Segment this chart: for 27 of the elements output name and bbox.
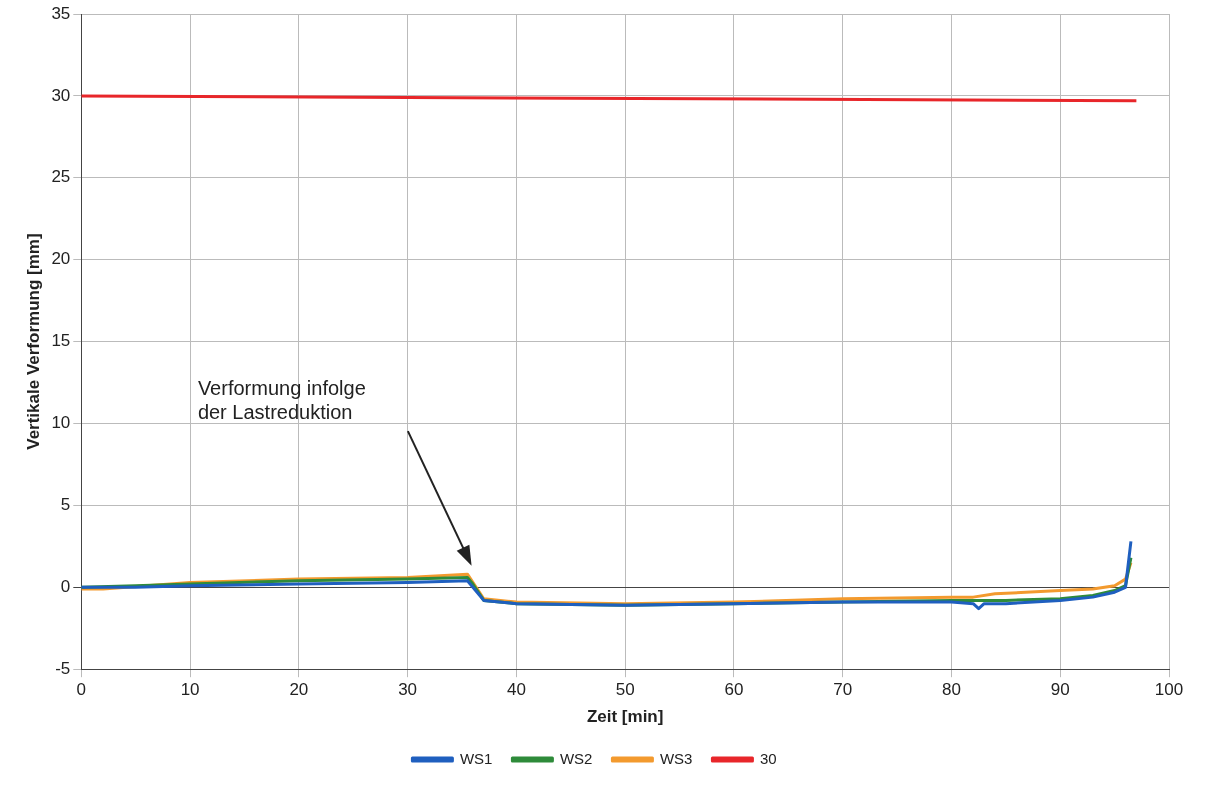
x-tick-label: 50 <box>615 680 635 700</box>
x-axis-title: Zeit [min] <box>586 707 664 727</box>
y-tick-label: 30 <box>51 85 71 105</box>
x-tick-label: 10 <box>180 680 200 700</box>
y-tick-label: -5 <box>55 658 71 678</box>
y-axis-title: Vertikale Verformung [mm] <box>23 233 43 450</box>
y-tick-label: 0 <box>60 576 71 596</box>
x-tick-label: 0 <box>76 680 87 700</box>
legend-label: WS1 <box>459 749 493 767</box>
legend-label: WS2 <box>559 749 593 767</box>
x-tick-label: 20 <box>289 680 309 700</box>
y-tick-label: 25 <box>51 167 71 187</box>
x-tick-label: 80 <box>942 680 961 700</box>
x-tick-label: 100 <box>1154 680 1184 700</box>
annotation: Verformung infolge der Lastreduktion <box>197 376 366 423</box>
y-tick-label: 20 <box>51 249 71 269</box>
x-tick-label: 40 <box>506 680 526 700</box>
y-tick-label: 15 <box>51 331 71 351</box>
y-tick-label: 10 <box>51 413 71 433</box>
x-tick-label: 60 <box>724 680 744 700</box>
x-tick-label: 90 <box>1050 680 1070 700</box>
legend-label: WS3 <box>659 749 693 767</box>
x-tick-label: 70 <box>833 680 853 700</box>
legend-label: 30 <box>759 749 777 767</box>
y-tick-label: 5 <box>60 495 71 515</box>
x-tick-label: 30 <box>398 680 418 700</box>
y-tick-label: 35 <box>51 3 71 23</box>
